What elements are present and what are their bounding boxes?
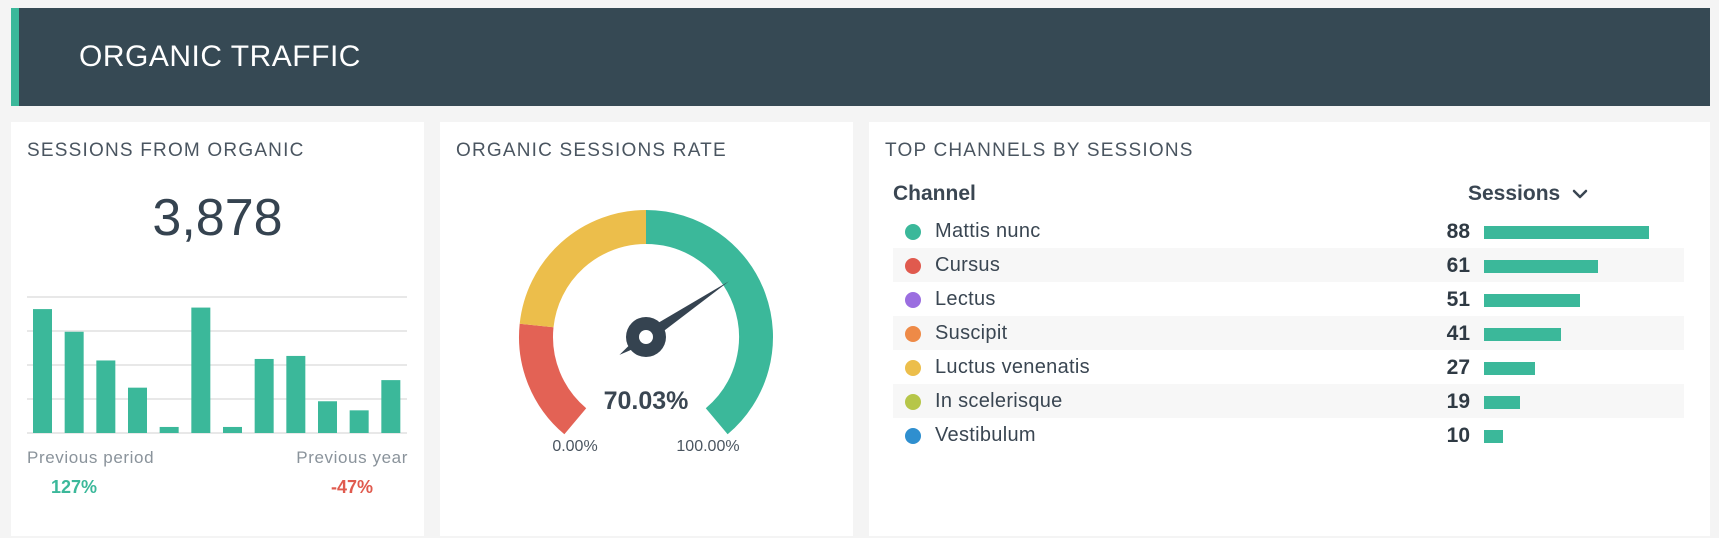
channel-label: Mattis nunc <box>935 220 1041 242</box>
sessions-value: 19 <box>1446 390 1470 413</box>
sessions-value: 41 <box>1446 322 1470 345</box>
sessions-bar <box>1484 396 1520 409</box>
table-row[interactable]: Vestibulum 10 <box>893 418 1684 452</box>
legend-dot-icon <box>905 224 921 240</box>
sessions-bar <box>159 426 179 433</box>
table-row[interactable]: In scelerisque 19 <box>893 384 1684 418</box>
sessions-value: 61 <box>1446 254 1470 277</box>
sessions-bar <box>286 355 306 433</box>
channel-label: Suscipit <box>935 322 1008 344</box>
channel-label: Cursus <box>935 254 1001 276</box>
table-row[interactable]: Lectus 51 <box>893 282 1684 316</box>
gauge-max-label: 100.00% <box>676 438 739 455</box>
sessions-bar <box>1484 328 1561 341</box>
gauge-value: 70.03% <box>604 387 689 415</box>
sessions-bar <box>64 331 84 433</box>
table-row[interactable]: Cursus 61 <box>893 248 1684 282</box>
previous-year-label: Previous year <box>296 448 408 467</box>
sessions-bar <box>33 309 52 433</box>
dashboard-header: ORGANIC TRAFFIC <box>11 8 1710 106</box>
sessions-bar <box>96 360 116 433</box>
previous-period-value: 127% <box>51 477 98 497</box>
legend-dot-icon <box>905 360 921 376</box>
sessions-column-label: Sessions <box>1468 182 1561 205</box>
sessions-bar <box>1484 430 1503 443</box>
sessions-card: SESSIONS FROM ORGANIC 3,878 Previous per… <box>11 122 424 536</box>
channels-card: TOP CHANNELS BY SESSIONS Channel Session… <box>869 122 1710 536</box>
previous-year-value: -47% <box>331 477 374 497</box>
sessions-bar <box>1484 260 1598 273</box>
sessions-bar <box>254 358 274 433</box>
gauge-band <box>519 210 647 328</box>
chevron-down-icon[interactable] <box>1572 188 1588 200</box>
sessions-bar <box>1484 294 1580 307</box>
gauge-band <box>645 210 773 435</box>
channel-label: Vestibulum <box>935 424 1036 446</box>
sessions-bar <box>381 380 401 433</box>
previous-period-label: Previous period <box>27 448 155 467</box>
rate-card: ORGANIC SESSIONS RATE 70.03% 0.00% 100.0… <box>440 122 853 536</box>
sessions-bar <box>349 410 369 433</box>
legend-dot-icon <box>905 428 921 444</box>
gauge-band <box>519 323 587 435</box>
sessions-value: 51 <box>1446 288 1470 311</box>
legend-dot-icon <box>905 258 921 274</box>
legend-dot-icon <box>905 394 921 410</box>
sessions-value: 10 <box>1446 424 1470 447</box>
channel-label: Luctus venenatis <box>935 356 1090 378</box>
sessions-bar-chart <box>27 296 407 434</box>
gauge-chart: 70.03% 0.00% 100.00% <box>519 210 773 455</box>
table-row[interactable]: Suscipit 41 <box>893 316 1684 350</box>
channel-column-header[interactable]: Channel <box>893 182 976 205</box>
sessions-bar <box>223 426 242 433</box>
gauge-min-label: 0.00% <box>552 438 597 455</box>
channel-label: In scelerisque <box>935 390 1063 412</box>
table-row[interactable]: Luctus venenatis 27 <box>893 350 1684 384</box>
sessions-bar <box>1484 226 1649 239</box>
page-title: ORGANIC TRAFFIC <box>79 40 361 73</box>
card-title: ORGANIC SESSIONS RATE <box>456 140 727 161</box>
card-title: TOP CHANNELS BY SESSIONS <box>885 140 1194 161</box>
sessions-column-header[interactable]: Sessions <box>1468 182 1588 206</box>
sessions-bar <box>318 401 337 433</box>
sessions-value: 27 <box>1446 356 1470 379</box>
sessions-bar <box>128 387 147 433</box>
sessions-bar <box>191 307 211 433</box>
sessions-total: 3,878 <box>152 189 283 247</box>
sessions-value: 88 <box>1446 220 1470 243</box>
channel-label: Lectus <box>935 288 996 310</box>
legend-dot-icon <box>905 292 921 308</box>
legend-dot-icon <box>905 326 921 342</box>
table-row[interactable]: Mattis nunc 88 <box>893 214 1684 248</box>
sessions-bar <box>1484 362 1535 375</box>
card-title: SESSIONS FROM ORGANIC <box>27 140 305 161</box>
gauge-hub-center <box>639 330 653 344</box>
